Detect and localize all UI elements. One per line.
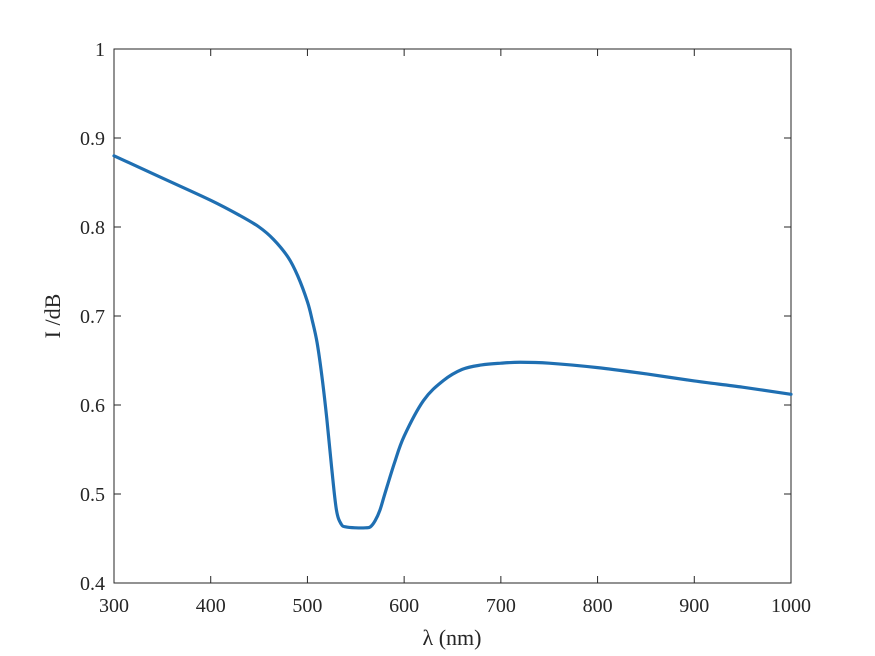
plot-frame [113, 48, 792, 584]
y-tick-label: 0.7 [80, 306, 105, 328]
x-axis: 300 400 500 600 700 800 900 1000 [99, 49, 811, 617]
y-tick-label: 0.6 [80, 395, 105, 417]
x-axis-title: λ (nm) [423, 625, 482, 650]
y-axis-title: I /dB [40, 294, 65, 339]
x-tick-label: 700 [486, 595, 516, 617]
y-tick-label: 0.8 [80, 217, 105, 239]
x-tick-label: 800 [583, 595, 613, 617]
series-line [112, 154, 793, 530]
x-tick-label: 400 [196, 595, 226, 617]
x-tick-label: 500 [292, 595, 322, 617]
y-axis: 0.4 0.5 0.6 0.7 0.8 0.9 1 [80, 39, 791, 595]
x-tick-label: 900 [679, 595, 709, 617]
y-tick-label: 0.5 [80, 484, 105, 506]
y-tick-label: 0.9 [80, 128, 105, 150]
y-tick-label: 0.4 [80, 573, 105, 595]
y-tick-label: 1 [95, 39, 105, 61]
x-tick-label: 300 [99, 595, 129, 617]
x-tick-label: 1000 [771, 595, 811, 617]
x-tick-label: 600 [389, 595, 419, 617]
